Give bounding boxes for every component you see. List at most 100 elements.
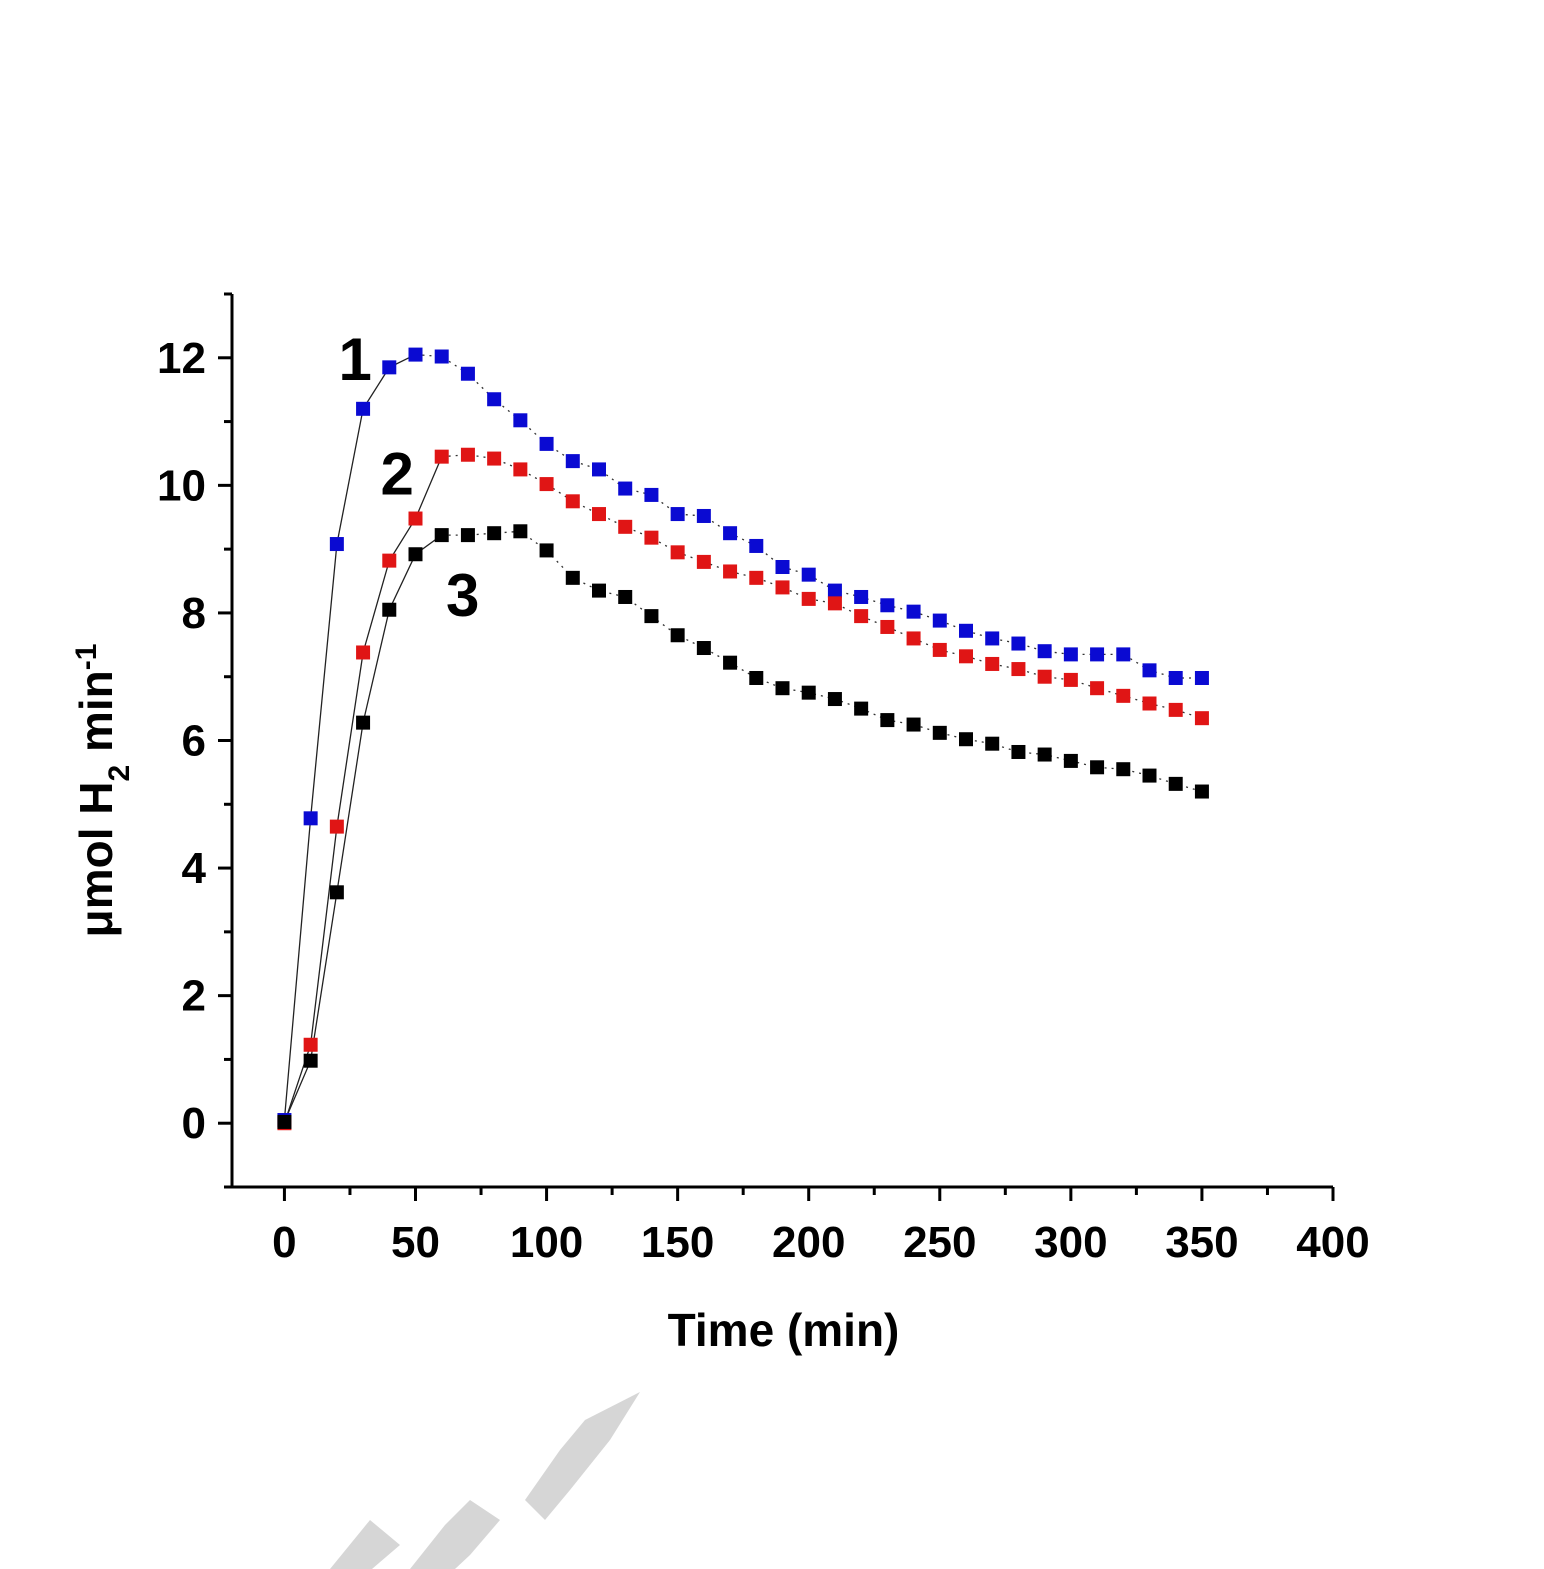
series-1-point [880,598,895,613]
series-1-point [932,613,947,628]
series-1-point [1194,670,1209,685]
series-3-point [985,736,1000,751]
series-1-point [827,583,842,598]
y-axis-label: μmol H2 min-1 [70,644,136,938]
series-2-point [1090,681,1105,696]
series-3-point [644,609,659,624]
series-1-point [329,537,344,552]
series-3-point [565,570,580,585]
y-axis-label-sub: 2 [103,765,136,782]
series-2-point [932,642,947,657]
series-1-point [565,454,580,469]
series-1-point [460,366,475,381]
x-tick-label: 50 [391,1218,440,1267]
series-1-trend [415,353,1202,679]
series-2-point [854,609,869,624]
series-1-point [985,631,1000,646]
series-3-trend [441,530,1203,793]
series-2-point [906,631,921,646]
x-tick-label: 400 [1296,1218,1369,1267]
series-1-point [906,604,921,619]
y-tick-label: 12 [157,334,206,383]
series-1-point [1142,663,1157,678]
series-1-point [1037,644,1052,659]
series-2-point [723,564,738,579]
curve-label-1: 1 [339,326,372,393]
y-tick-label: 2 [182,972,206,1021]
series-2-point [434,449,449,464]
series-1-point [696,508,711,523]
series-3-point [880,713,895,728]
series-2-point [801,591,816,606]
series-2-point [592,507,606,522]
series-2-point [303,1037,318,1052]
series-3-point [408,547,423,562]
series-2-point [487,451,502,466]
series-3-point [1011,744,1026,759]
watermark [330,1392,640,1569]
axes [230,294,1333,1189]
series-1-point [670,507,685,522]
series-3-point [670,628,685,643]
series-2-point [670,545,685,560]
y-axis-label-base: μmol H [70,782,122,938]
series-2-point [775,580,790,595]
series-1-point [434,349,449,364]
series-2-point [539,477,554,492]
series-3-point [382,602,397,617]
y-tick-label: 6 [182,717,206,766]
series-2-point [827,596,842,611]
y-tick-label: 10 [157,461,206,510]
series-3-point [356,715,371,730]
series-1-point [592,462,606,477]
series-1-point [775,560,790,575]
y-tick-label: 4 [182,844,207,893]
series-3-point [460,528,475,543]
series-1-point [303,811,318,826]
series-3-point [329,885,344,900]
series-2-point [1194,711,1209,726]
y-axis-label-mid: min [70,670,122,765]
series-1-point [801,567,816,582]
series-3-point [932,725,947,740]
y-tick-label: 0 [182,1099,206,1148]
series-1-point [1063,647,1078,662]
series-2-point [1142,696,1157,711]
x-tick-label: 300 [1034,1218,1107,1267]
series-1-point [723,526,738,541]
series-3-point [592,583,606,598]
series-points [277,347,1209,1131]
series-2-point [565,494,580,509]
x-tick-label: 350 [1165,1218,1238,1267]
series-1-point [1116,647,1131,662]
x-tick-label: 150 [641,1218,714,1267]
series-1-point [382,360,397,375]
series-1-point [959,623,973,638]
series-3-point [749,670,764,685]
series-3-point [487,526,502,541]
series-3-point [1116,762,1131,777]
curve-label-3: 3 [446,562,479,629]
series-3-point [1090,760,1105,775]
series-3-point [906,717,921,732]
series-1-point [1011,636,1026,651]
series-2-point [1063,672,1078,687]
series-3-point [775,681,790,696]
series-3-point [303,1053,318,1068]
series-1-point [1168,670,1183,685]
series-3-point [1037,747,1052,762]
series-3-point [827,692,842,707]
series-2-point [1168,702,1183,717]
series-3-connector [283,534,443,1123]
series-3-point [854,701,869,716]
series-1-point [749,538,764,553]
series-1-point [644,487,659,502]
series-3-point [1168,776,1183,791]
series-1-point [356,401,371,416]
series-2-point [356,645,371,660]
series-2-point [696,554,711,569]
series-3-point [696,641,711,656]
series-1-point [618,481,633,496]
series-3-point [277,1114,292,1129]
